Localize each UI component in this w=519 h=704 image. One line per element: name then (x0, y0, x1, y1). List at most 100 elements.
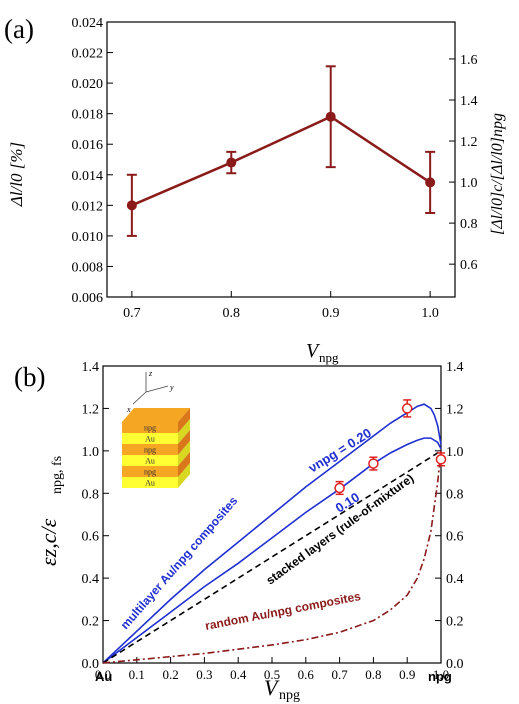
panel-b-y-tick-label: 1.2 (82, 402, 100, 417)
panel-b-x-tick-label: 0.6 (298, 667, 315, 682)
panel-b-y-tick-label: 0.6 (82, 530, 100, 545)
panel-a-y-tick-label: 0.006 (72, 291, 104, 306)
inset-layer-front (122, 455, 178, 466)
panel-a-y-tick-label: 0.020 (72, 77, 104, 92)
panel-b-series-line-0.20 (102, 403, 442, 664)
inset-layer-stack: z y x npg Au npg Au npg Au (122, 369, 190, 488)
panel-a-series-line (131, 115, 431, 207)
panel-a-y-tick-label: 0.008 (72, 260, 104, 275)
panel-a-y-right-tick-label: 1.0 (460, 176, 478, 191)
inset-axes (132, 372, 169, 405)
panel-a-data-point (226, 157, 237, 168)
panel-a-y-right-tick-label: 0.6 (460, 258, 478, 273)
panel-b-y-tick-label: 1.4 (82, 360, 100, 375)
panel-a-y-tick-label: 0.016 (72, 138, 104, 153)
svg-text:npg: npg (319, 350, 339, 365)
panel-b-x-tick-label: 0.7 (331, 667, 348, 682)
inset-layer-side (178, 452, 190, 477)
panel-a-y-tick-label: 0.012 (72, 199, 104, 214)
panel-a-y-right-tick-label: 1.4 (460, 94, 478, 109)
annotation-random: random Au/npg composites (204, 589, 362, 633)
panel-b-data-point (401, 403, 413, 414)
panel-a-y-tick-label: 0.022 (72, 47, 104, 62)
inset-layer-side (178, 408, 190, 433)
svg-text:V: V (306, 340, 321, 362)
panel-b-y-tick-label: 0.8 (82, 487, 100, 502)
panel-b-y-right-tick-label: 0.2 (446, 615, 464, 630)
svg-text:V: V (264, 675, 280, 700)
panel-a-y-tick-label: 0.014 (72, 169, 104, 184)
annotation-nu-020: νnpg = 0.20 (306, 425, 374, 475)
panel-b-x-tick-label: 1.0 (433, 667, 449, 682)
panel-a-data-point (126, 200, 137, 211)
panel-b-y-tick-label: 1.0 (82, 445, 100, 460)
panel-a-x-tick-label: 0.7 (123, 306, 141, 321)
panel-b-y-tick-label: 0.2 (82, 615, 100, 630)
panel-a-x-tick-label: 0.8 (223, 306, 241, 321)
panel-b-y-right-tick-label: 1.0 (446, 445, 464, 460)
panel-b-x-tick-label: 0.4 (230, 667, 247, 682)
inset-layer-front (122, 422, 178, 433)
panel-b-x-tick-label: 0.9 (399, 667, 415, 682)
panel-a-y-tick-label: 0.024 (72, 16, 104, 31)
panel-b-x-tick-label: 0.2 (162, 667, 178, 682)
panel-b-x-tick-label: 0.3 (196, 667, 212, 682)
inset-layer-label: npg (144, 424, 156, 433)
panel-b-y-right-tick-label: 0.4 (446, 572, 464, 587)
panel-b-series-line-random (102, 450, 442, 664)
inset-axis-z: z (148, 369, 153, 378)
inset-axis-x: x (126, 405, 131, 414)
panel-b-y-right-tick-label: 0.0 (446, 657, 464, 672)
panel-a-x-tick-label: 1.0 (421, 306, 439, 321)
x-end-label-npg: npg (428, 669, 452, 684)
panel-a-label: (a) (4, 14, 34, 44)
panel-a-x-tick-label: 0.9 (322, 306, 340, 321)
panel-a-ylabel: Δl/l0 [%] (7, 142, 26, 207)
svg-text:npg: npg (279, 688, 300, 703)
panel-a-plot-frame (106, 21, 456, 298)
panel-b-x-tick-label: 0.8 (365, 667, 381, 682)
panel-b-y-tick-label: 0.4 (82, 572, 100, 587)
panel-a-data-point (325, 111, 336, 122)
inset-top-face (122, 408, 190, 422)
panel-a-y-tick-label: 0.010 (72, 230, 104, 245)
panel-a-y-right-tick-label: 1.6 (460, 53, 478, 68)
panel-a-y-tick-label: 0.018 (72, 108, 104, 123)
inset-layer-label: Au (145, 479, 155, 488)
inset-layer-label: npg (144, 468, 156, 477)
panel-a-data-point (425, 177, 436, 188)
inset-layer-front (122, 433, 178, 444)
panel-b-data-point (435, 454, 447, 465)
inset-layer-front (122, 466, 178, 477)
panel-b-label: (b) (14, 362, 45, 392)
panel-b-data-point (334, 482, 345, 494)
panel-b-y-right-tick-label: 0.6 (446, 530, 464, 545)
inset-layer-side (178, 430, 190, 455)
inset-layer-label: npg (144, 446, 156, 455)
panel-b-series-line-stacked (102, 450, 442, 664)
panel-a-ylabel-right: [Δl/l0]c/[Δl/l0]npg (489, 113, 506, 235)
panel-b-x-tick-label: 0.0 (95, 667, 111, 682)
svg-text:npg, fs: npg, fs (50, 456, 65, 494)
x-end-label-au: Au (95, 669, 112, 684)
inset-layer-front (122, 477, 178, 488)
panel-a-xlabel: V npg (306, 340, 339, 365)
annotation-multilayer: multilayer Au/npg composites (118, 494, 241, 632)
panel-b-y-right-tick-label: 0.8 (446, 487, 464, 502)
inset-layer-side (178, 441, 190, 466)
panel-b-ylabel: εz,c/ε npg, fs (36, 456, 65, 566)
panel-b-x-tick-label: 0.1 (129, 667, 145, 682)
inset-layer-front (122, 444, 178, 455)
panel-b-xlabel: V npg (264, 675, 300, 703)
panel-b-x-tick-label: 0.5 (264, 667, 280, 682)
inset-layer-label: Au (145, 435, 155, 444)
panel-b-data-point (368, 458, 379, 469)
svg-text:εz,c/ε: εz,c/ε (36, 518, 61, 566)
inset-layer-side (178, 419, 190, 444)
panel-b-y-right-tick-label: 1.4 (446, 360, 464, 375)
inset-layer-side (178, 463, 190, 488)
inset-layer-label: Au (145, 457, 155, 466)
panel-b-y-right-tick-label: 1.2 (446, 402, 464, 417)
panel-a-y-right-tick-label: 0.8 (460, 217, 478, 232)
